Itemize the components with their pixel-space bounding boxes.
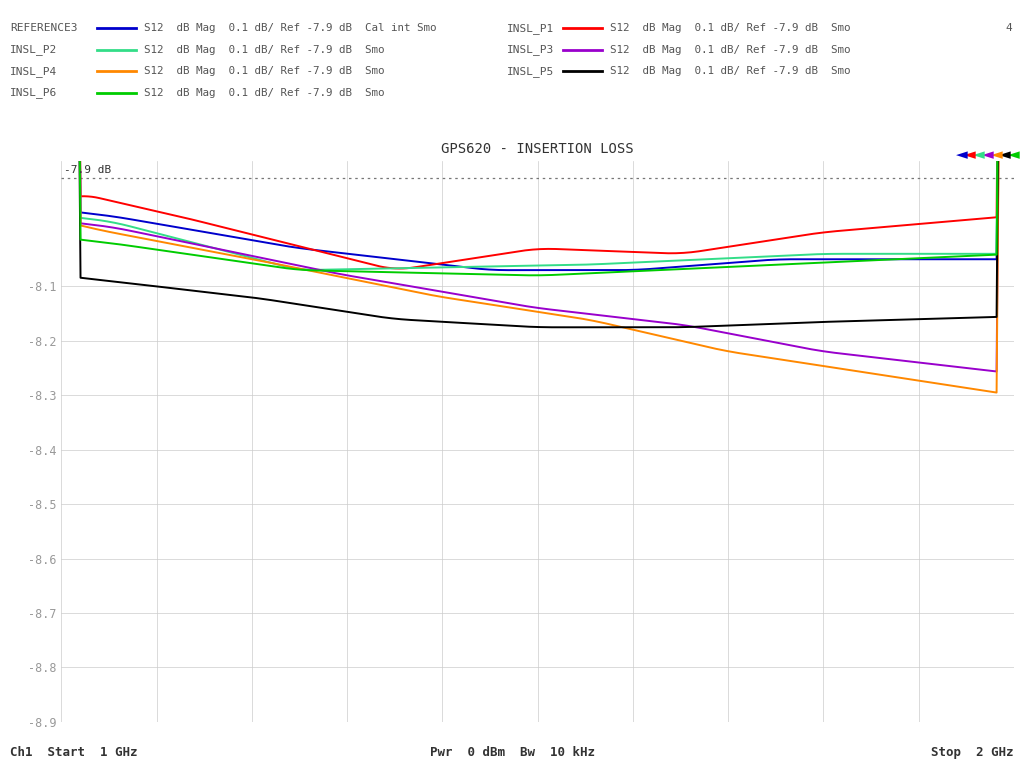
- Text: ◄: ◄: [999, 147, 1011, 163]
- Text: ◄: ◄: [973, 147, 985, 163]
- Text: S12  dB Mag  0.1 dB/ Ref -7.9 dB  Smo: S12 dB Mag 0.1 dB/ Ref -7.9 dB Smo: [610, 66, 851, 77]
- Text: S12  dB Mag  0.1 dB/ Ref -7.9 dB  Cal int Smo: S12 dB Mag 0.1 dB/ Ref -7.9 dB Cal int S…: [144, 23, 437, 34]
- Text: S12  dB Mag  0.1 dB/ Ref -7.9 dB  Smo: S12 dB Mag 0.1 dB/ Ref -7.9 dB Smo: [144, 88, 385, 98]
- Text: INSL_P3: INSL_P3: [507, 45, 554, 55]
- Text: ◄: ◄: [982, 147, 993, 163]
- Text: 4: 4: [1005, 23, 1012, 34]
- Text: INSL_P4: INSL_P4: [10, 66, 57, 77]
- Text: Ch1  Start  1 GHz: Ch1 Start 1 GHz: [10, 746, 138, 760]
- Text: ◄: ◄: [990, 147, 1002, 163]
- Text: INSL_P5: INSL_P5: [507, 66, 554, 77]
- Text: INSL_P1: INSL_P1: [507, 23, 554, 34]
- Text: INSL_P6: INSL_P6: [10, 88, 57, 98]
- Text: -7.9 dB: -7.9 dB: [65, 165, 112, 175]
- Title: GPS620 - INSERTION LOSS: GPS620 - INSERTION LOSS: [441, 142, 634, 156]
- Text: ◄: ◄: [1008, 147, 1020, 163]
- Text: ◄: ◄: [955, 147, 968, 163]
- Text: REFERENCE3: REFERENCE3: [10, 23, 78, 34]
- Text: Pwr  0 dBm  Bw  10 kHz: Pwr 0 dBm Bw 10 kHz: [429, 746, 595, 760]
- Text: S12  dB Mag  0.1 dB/ Ref -7.9 dB  Smo: S12 dB Mag 0.1 dB/ Ref -7.9 dB Smo: [144, 45, 385, 55]
- Text: S12  dB Mag  0.1 dB/ Ref -7.9 dB  Smo: S12 dB Mag 0.1 dB/ Ref -7.9 dB Smo: [610, 23, 851, 34]
- Text: Stop  2 GHz: Stop 2 GHz: [931, 746, 1014, 760]
- Text: S12  dB Mag  0.1 dB/ Ref -7.9 dB  Smo: S12 dB Mag 0.1 dB/ Ref -7.9 dB Smo: [610, 45, 851, 55]
- Text: ◄: ◄: [965, 147, 976, 163]
- Text: S12  dB Mag  0.1 dB/ Ref -7.9 dB  Smo: S12 dB Mag 0.1 dB/ Ref -7.9 dB Smo: [144, 66, 385, 77]
- Text: INSL_P2: INSL_P2: [10, 45, 57, 55]
